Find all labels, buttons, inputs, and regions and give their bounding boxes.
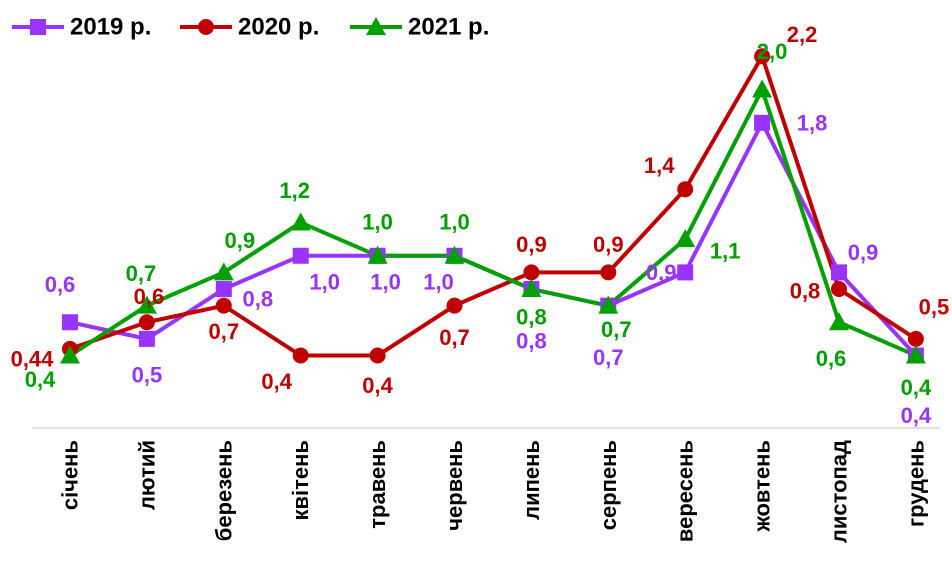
x-tick-label: серпень: [596, 440, 621, 530]
data-label-series-3: 0,4: [901, 375, 932, 400]
data-label-series-1: 0,7: [593, 345, 624, 370]
data-label-series-3: 2,0: [757, 39, 788, 64]
data-label-series-1: 1,0: [370, 269, 401, 294]
series-3-marker: [136, 295, 157, 314]
data-label-series-2: 0,4: [261, 369, 292, 394]
data-label-series-2: 0,9: [593, 232, 624, 257]
series-1-marker: [831, 264, 847, 281]
data-label-series-3: 0,4: [25, 367, 56, 392]
x-tick-label: лютий: [134, 440, 159, 510]
x-axis-tick-labels: січень лютий березень квітень травень червень…: [58, 440, 929, 543]
series-3-marker: [829, 312, 849, 331]
series-1-marker: [138, 330, 155, 347]
series-1-marker: [292, 247, 309, 264]
data-label-series-2: 0,9: [516, 232, 547, 257]
data-label-series-2: 0,4: [362, 373, 393, 398]
data-label-series-3: 0,7: [126, 261, 157, 286]
data-label-series-2: 0,44: [11, 346, 55, 371]
series-2-marker: [292, 347, 309, 364]
series-1-marker: [677, 264, 694, 281]
data-label-series-3: 0,8: [516, 305, 547, 330]
x-tick-label: липень: [519, 440, 544, 520]
data-label-series-1: 1,0: [423, 269, 454, 294]
series-2-marker: [369, 347, 386, 364]
series-2-marker: [215, 297, 232, 314]
legend-marker-1: [30, 19, 46, 35]
data-label-series-1: 1,0: [309, 269, 340, 294]
legend-label-2: 2020 р.: [238, 14, 319, 41]
series-3-marker: [213, 262, 234, 281]
x-tick-label: листопад: [827, 440, 852, 543]
legend: 2019 р. 2020 р. 2021 р.: [12, 14, 489, 41]
series-3-marker: [290, 212, 311, 231]
series-2-marker: [446, 297, 463, 314]
series-3-marker: [60, 345, 80, 364]
data-label-series-2: 0,6: [134, 284, 165, 309]
series-1-marker: [62, 314, 78, 331]
data-label-series-3: 1,1: [710, 239, 741, 264]
data-label-series-2: 0,8: [790, 279, 821, 304]
legend-marker-3: [366, 17, 386, 35]
data-label-series-1: 0,9: [848, 240, 879, 265]
data-label-series-1: 0,8: [243, 287, 274, 312]
x-tick-label: березень: [211, 440, 236, 541]
series-3-marker: [752, 79, 773, 98]
data-label-series-1: 0,9: [646, 260, 677, 285]
series-markers: [60, 48, 926, 364]
series-3-marker: [444, 245, 465, 264]
data-label-series-2: 0,7: [439, 325, 470, 350]
data-label-series-3: 0,6: [816, 346, 847, 371]
legend-label-3: 2021 р.: [408, 14, 489, 41]
data-label-series-3: 0,7: [601, 317, 632, 342]
series-2-marker: [754, 48, 771, 65]
series-2-marker: [600, 264, 617, 281]
series-2-marker: [831, 281, 847, 298]
data-label-series-1: 0,6: [45, 272, 76, 297]
x-tick-label: вересень: [673, 440, 698, 542]
data-label-series-2: 2,2: [787, 22, 818, 47]
x-tick-label: квітень: [288, 440, 313, 520]
data-label-series-2: 1,4: [644, 153, 675, 178]
series-2-marker: [677, 181, 694, 198]
series-1-marker: [215, 281, 232, 298]
data-label-series-3: 0,9: [225, 228, 256, 253]
data-labels: 0,60,50,81,0 1,0 1,00,80,70,91,80,90,40,44…: [11, 22, 950, 428]
data-label-series-2: 0,5: [919, 294, 950, 319]
series-2-marker: [138, 314, 155, 331]
series-lines: [68, 54, 918, 358]
series-2-marker: [523, 264, 540, 281]
legend-label-1: 2019 р.: [70, 14, 151, 41]
data-label-series-3: 1,0: [439, 209, 470, 234]
data-label-series-3: 1,0: [362, 209, 393, 234]
series-line-1: [68, 120, 918, 358]
data-label-series-3: 1,2: [279, 178, 310, 203]
data-label-series-1: 0,5: [132, 362, 163, 387]
x-tick-label: жовтень: [750, 440, 775, 533]
data-label-series-1: 0,8: [516, 329, 547, 354]
series-line-2: [68, 54, 918, 358]
data-label-series-1: 0,4: [901, 403, 932, 428]
series-3-marker: [367, 245, 388, 264]
data-label-series-2: 0,7: [209, 319, 240, 344]
x-tick-label: травень: [365, 440, 390, 529]
legend-marker-2: [198, 19, 214, 35]
series-3-marker: [675, 229, 696, 248]
x-tick-label: грудень: [903, 440, 928, 527]
series-line-3: [68, 87, 918, 358]
x-tick-label: січень: [58, 440, 83, 510]
series-3-marker: [521, 279, 542, 298]
x-tick-label: червень: [442, 440, 467, 531]
series-2-marker: [907, 330, 924, 347]
series-1-marker: [754, 114, 771, 131]
series-3-marker: [905, 345, 926, 364]
series-3-marker: [598, 295, 619, 314]
data-label-series-1: 1,8: [797, 110, 828, 135]
